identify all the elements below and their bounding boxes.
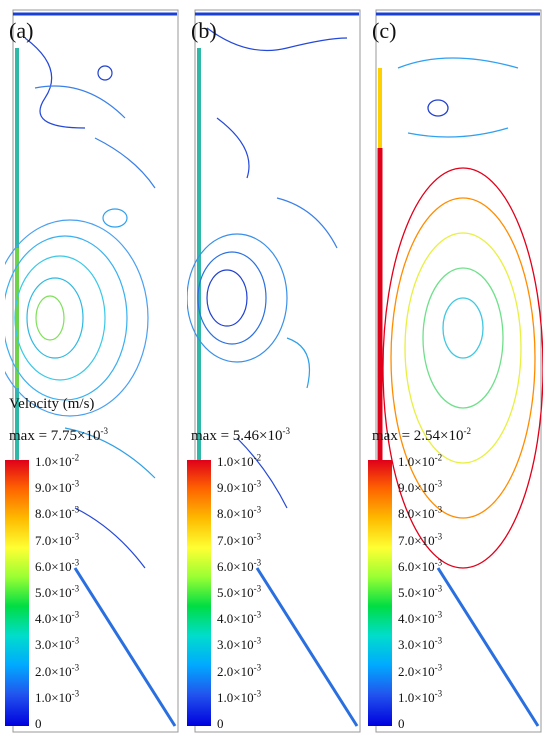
colorbar-tick-label: 2.0×10-3 <box>398 662 443 679</box>
panel-b: (b) max = 5.46×10-3 1.0×10-2 9.0×10-3 8.0×… <box>187 8 362 734</box>
colorbar-tick-label: 1.0×10-2 <box>35 452 80 469</box>
colorbar-tick-label: 8.0×10-3 <box>217 505 262 522</box>
colorbar-tick-label: 0 <box>217 716 224 731</box>
colorbar <box>187 460 211 726</box>
colorbar-tick-label: 9.0×10-3 <box>35 478 80 496</box>
colorbar-tick-label: 0 <box>35 716 42 731</box>
colorbar-tick-label: 3.0×10-3 <box>35 636 80 653</box>
colorbar-tick-label: 4.0×10-3 <box>217 609 262 627</box>
max-velocity-label: max = 7.75×10-3 <box>9 426 109 445</box>
colorbar-tick-label: 6.0×10-3 <box>217 557 262 574</box>
velocity-axis-label: Velocity (m/s) <box>9 396 95 412</box>
panel-label: (a) <box>9 18 34 43</box>
panel-c: (c) max = 2.54×10-2 1.0×10-2 9.0×10-3 8.0×… <box>368 8 543 734</box>
colorbar-tick-label: 1.0×10-3 <box>35 688 80 705</box>
colorbar-tick-label: 7.0×10-3 <box>35 531 80 548</box>
colorbar-tick-label: 9.0×10-3 <box>217 478 262 496</box>
colorbar-tick-label: 1.0×10-2 <box>398 452 443 469</box>
colorbar-tick-label: 9.0×10-3 <box>398 478 443 496</box>
colorbar-tick-label: 5.0×10-3 <box>35 583 80 600</box>
colorbar-tick-label: 7.0×10-3 <box>217 531 262 548</box>
colorbar-tick-label: 3.0×10-3 <box>217 636 262 653</box>
colorbar-tick-label: 8.0×10-3 <box>35 505 80 522</box>
colorbar <box>368 460 392 726</box>
max-velocity-label: max = 2.54×10-2 <box>372 426 472 445</box>
velocity-field-c <box>375 9 543 733</box>
velocity-field-a <box>5 9 179 733</box>
panel-label: (c) <box>372 18 397 43</box>
colorbar <box>5 460 29 726</box>
colorbar-tick-label: 1.0×10-3 <box>217 688 262 705</box>
colorbar-ticks: 1.0×10-2 9.0×10-3 8.0×10-3 7.0×10-3 6.0×10-3… <box>217 453 347 731</box>
colorbar-ticks: 1.0×10-2 9.0×10-3 8.0×10-3 7.0×10-3 6.0×10-3… <box>35 453 165 731</box>
colorbar-tick-label: 2.0×10-3 <box>217 662 262 679</box>
panel-a: (a) Velocity (m/s) max = 7.75×10-3 1.0×1… <box>5 8 180 734</box>
colorbar-tick-label: 6.0×10-3 <box>398 557 443 574</box>
colorbar-tick-label: 6.0×10-3 <box>35 557 80 574</box>
colorbar-tick-label: 5.0×10-3 <box>398 583 443 600</box>
colorbar-tick-label: 7.0×10-3 <box>398 531 443 548</box>
max-velocity-label: max = 5.46×10-3 <box>191 426 291 445</box>
colorbar-tick-label: 4.0×10-3 <box>398 609 443 627</box>
colorbar-tick-label: 1.0×10-3 <box>398 688 443 705</box>
colorbar-tick-label: 8.0×10-3 <box>398 505 443 522</box>
velocity-field-b <box>187 9 361 733</box>
colorbar-tick-label: 0 <box>398 716 405 731</box>
colorbar-ticks: 1.0×10-2 9.0×10-3 8.0×10-3 7.0×10-3 6.0×10-3… <box>398 453 528 731</box>
colorbar-tick-label: 1.0×10-2 <box>217 452 262 469</box>
colorbar-tick-label: 3.0×10-3 <box>398 636 443 653</box>
colorbar-tick-label: 4.0×10-3 <box>35 609 80 627</box>
panel-label: (b) <box>191 18 217 43</box>
colorbar-tick-label: 2.0×10-3 <box>35 662 80 679</box>
colorbar-tick-label: 5.0×10-3 <box>217 583 262 600</box>
